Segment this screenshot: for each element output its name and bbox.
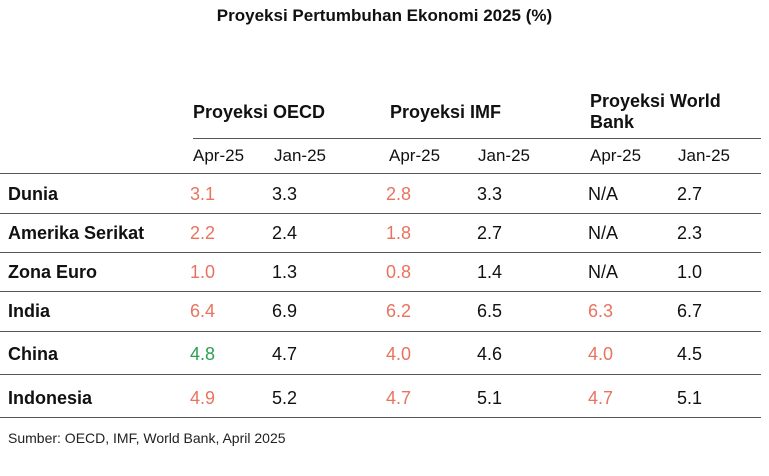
group-header-imf: Proyeksi IMF — [390, 102, 502, 122]
table-cell: 6.9 — [272, 301, 298, 321]
subheader-imf-apr: Apr-25 — [389, 146, 441, 165]
table-cell: 2.3 — [677, 223, 703, 243]
row-label: Zona Euro — [8, 262, 97, 282]
table-cell: 4.0 — [386, 344, 412, 364]
table-cell: 1.8 — [386, 223, 412, 243]
row-divider — [0, 252, 761, 253]
row-label: China — [8, 344, 59, 364]
table-cell: 4.5 — [677, 344, 703, 364]
table-cell: 5.2 — [272, 388, 298, 408]
group-header-world-bank: Proyeksi World Bank — [590, 91, 721, 132]
subheader-oecd-apr: Apr-25 — [193, 146, 245, 165]
row-divider — [0, 374, 761, 375]
table-cell: 2.2 — [190, 223, 216, 243]
table-cell: 2.7 — [477, 223, 503, 243]
table-cell: 6.4 — [190, 301, 216, 321]
table-cell: 4.0 — [588, 344, 614, 364]
table-cell: 6.7 — [677, 301, 703, 321]
row-divider — [0, 331, 761, 332]
table-cell: 4.9 — [190, 388, 216, 408]
row-label: Indonesia — [8, 388, 93, 408]
table-cell: 4.7 — [588, 388, 614, 408]
table-cell: 1.0 — [677, 262, 703, 282]
table-cell: 3.3 — [272, 184, 298, 204]
table-cell: 2.7 — [677, 184, 703, 204]
source-note: Sumber: OECD, IMF, World Bank, April 202… — [8, 430, 286, 446]
table-cell: 4.6 — [477, 344, 503, 364]
group-header-divider — [193, 138, 761, 139]
subheader-oecd-jan: Jan-25 — [274, 146, 326, 165]
table-cell: 3.1 — [190, 184, 216, 204]
row-label: Amerika Serikat — [8, 223, 145, 243]
subheader-imf-jan: Jan-25 — [478, 146, 530, 165]
table-cell: 6.3 — [588, 301, 614, 321]
row-label: Dunia — [8, 184, 59, 204]
table-cell: 1.3 — [272, 262, 298, 282]
table-cell: 1.4 — [477, 262, 503, 282]
table-cell: N/A — [588, 223, 619, 243]
table-cell: 4.8 — [190, 344, 216, 364]
table-cell: 4.7 — [386, 388, 412, 408]
row-label: India — [8, 301, 51, 321]
table-cell: 5.1 — [477, 388, 503, 408]
group-header-oecd: Proyeksi OECD — [193, 102, 326, 122]
table-cell: N/A — [588, 262, 619, 282]
table-cell: N/A — [588, 184, 619, 204]
table-cell: 6.5 — [477, 301, 503, 321]
table-cell: 6.2 — [386, 301, 412, 321]
row-divider — [0, 291, 761, 292]
header-divider — [0, 173, 761, 174]
table-cell: 5.1 — [677, 388, 703, 408]
table-cell: 3.3 — [477, 184, 503, 204]
row-divider — [0, 417, 761, 418]
table-cell: 1.0 — [190, 262, 216, 282]
subheader-wb-jan: Jan-25 — [678, 146, 730, 165]
chart-title: Proyeksi Pertumbuhan Ekonomi 2025 (%) — [216, 6, 553, 25]
table-cell: 0.8 — [386, 262, 412, 282]
table-cell: 4.7 — [272, 344, 298, 364]
subheader-wb-apr: Apr-25 — [590, 146, 642, 165]
table-cell: 2.4 — [272, 223, 298, 243]
row-divider — [0, 213, 761, 214]
table-cell: 2.8 — [386, 184, 412, 204]
